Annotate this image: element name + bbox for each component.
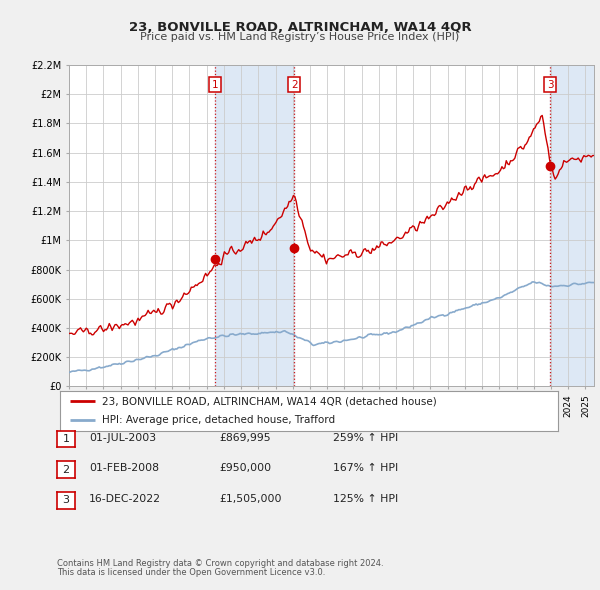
Text: 23, BONVILLE ROAD, ALTRINCHAM, WA14 4QR: 23, BONVILLE ROAD, ALTRINCHAM, WA14 4QR xyxy=(128,21,472,34)
Text: 3: 3 xyxy=(62,496,70,505)
Bar xyxy=(215,65,294,386)
Text: 1: 1 xyxy=(62,434,70,444)
Text: 167% ↑ HPI: 167% ↑ HPI xyxy=(333,464,398,473)
Text: 259% ↑ HPI: 259% ↑ HPI xyxy=(333,433,398,442)
Text: £1,505,000: £1,505,000 xyxy=(219,494,281,504)
Text: This data is licensed under the Open Government Licence v3.0.: This data is licensed under the Open Gov… xyxy=(57,568,325,577)
Text: 2: 2 xyxy=(62,465,70,474)
Text: 01-JUL-2003: 01-JUL-2003 xyxy=(89,433,156,442)
Text: 125% ↑ HPI: 125% ↑ HPI xyxy=(333,494,398,504)
Text: 3: 3 xyxy=(547,80,554,90)
Text: 23, BONVILLE ROAD, ALTRINCHAM, WA14 4QR (detached house): 23, BONVILLE ROAD, ALTRINCHAM, WA14 4QR … xyxy=(103,396,437,407)
Text: 16-DEC-2022: 16-DEC-2022 xyxy=(89,494,161,504)
Text: 01-FEB-2008: 01-FEB-2008 xyxy=(89,464,159,473)
Text: HPI: Average price, detached house, Trafford: HPI: Average price, detached house, Traf… xyxy=(103,415,335,425)
Text: Price paid vs. HM Land Registry’s House Price Index (HPI): Price paid vs. HM Land Registry’s House … xyxy=(140,32,460,42)
Text: Contains HM Land Registry data © Crown copyright and database right 2024.: Contains HM Land Registry data © Crown c… xyxy=(57,559,383,568)
Text: £869,995: £869,995 xyxy=(219,433,271,442)
Text: £950,000: £950,000 xyxy=(219,464,271,473)
Bar xyxy=(550,65,594,386)
Text: 1: 1 xyxy=(212,80,218,90)
Text: 2: 2 xyxy=(291,80,298,90)
